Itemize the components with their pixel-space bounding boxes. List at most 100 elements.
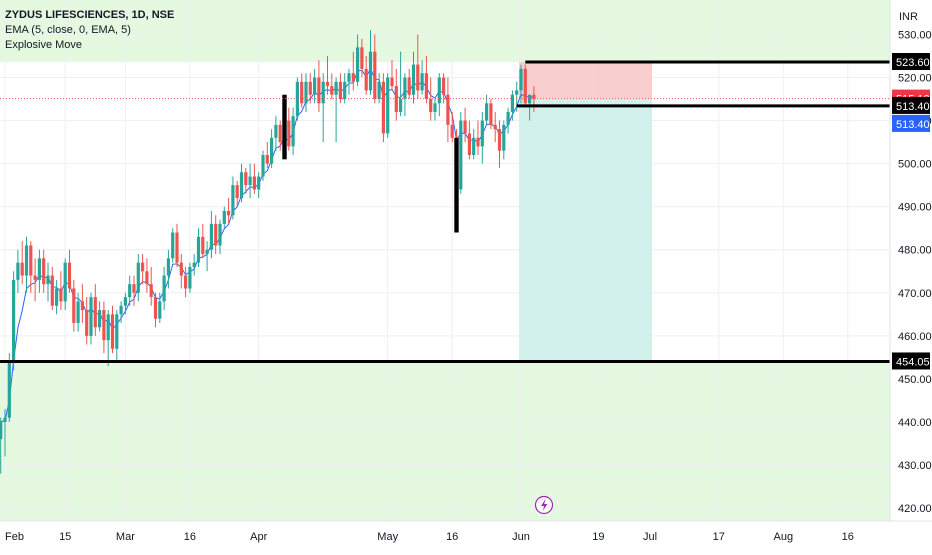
- candle[interactable]: [265, 142, 269, 168]
- candle[interactable]: [89, 292, 93, 345]
- candle[interactable]: [360, 38, 364, 78]
- candle[interactable]: [46, 262, 50, 302]
- candle[interactable]: [128, 275, 132, 306]
- candle[interactable]: [24, 236, 29, 293]
- candle[interactable]: [347, 68, 351, 95]
- candle[interactable]: [368, 30, 373, 95]
- candle[interactable]: [115, 310, 119, 362]
- candle[interactable]: [76, 292, 80, 332]
- candle[interactable]: [450, 111, 454, 143]
- candle[interactable]: [433, 99, 437, 121]
- candle[interactable]: [50, 266, 54, 311]
- candle[interactable]: [145, 258, 149, 293]
- candle[interactable]: [248, 163, 252, 199]
- candle[interactable]: [166, 249, 170, 289]
- candle[interactable]: [330, 73, 334, 100]
- candle[interactable]: [37, 249, 41, 293]
- candle[interactable]: [162, 266, 166, 311]
- candle[interactable]: [317, 60, 321, 112]
- candle[interactable]: [364, 55, 368, 95]
- candle[interactable]: [308, 73, 312, 104]
- candle[interactable]: [442, 73, 446, 104]
- candle[interactable]: [287, 107, 291, 151]
- candle[interactable]: [399, 51, 403, 117]
- candle[interactable]: [321, 73, 325, 143]
- candle[interactable]: [93, 284, 97, 336]
- candle[interactable]: [239, 163, 244, 203]
- candle[interactable]: [497, 120, 502, 168]
- candle[interactable]: [192, 254, 196, 276]
- candle[interactable]: [231, 176, 235, 220]
- candle[interactable]: [171, 228, 175, 263]
- explosive-move-bar[interactable]: [454, 137, 459, 233]
- candle[interactable]: [472, 129, 476, 160]
- candle[interactable]: [218, 219, 222, 255]
- candle[interactable]: [304, 73, 308, 112]
- candle[interactable]: [291, 107, 295, 156]
- candle[interactable]: [485, 94, 489, 125]
- candle[interactable]: [523, 64, 527, 108]
- candle[interactable]: [244, 167, 248, 194]
- candle[interactable]: [141, 254, 145, 285]
- candle[interactable]: [403, 73, 407, 117]
- candle[interactable]: [235, 180, 239, 207]
- candle[interactable]: [209, 210, 213, 259]
- candle[interactable]: [149, 266, 153, 306]
- candle[interactable]: [98, 301, 102, 332]
- candle[interactable]: [502, 120, 506, 160]
- candle[interactable]: [42, 249, 46, 293]
- explosive-move-label[interactable]: Explosive Move: [5, 39, 83, 51]
- candle[interactable]: [411, 51, 416, 104]
- candle[interactable]: [29, 241, 33, 293]
- candle[interactable]: [214, 215, 218, 255]
- candle[interactable]: [506, 107, 510, 134]
- candle[interactable]: [132, 275, 136, 306]
- candle[interactable]: [136, 254, 140, 302]
- candle[interactable]: [175, 223, 179, 267]
- candle[interactable]: [85, 297, 89, 345]
- candle[interactable]: [179, 254, 183, 289]
- candle[interactable]: [416, 34, 420, 100]
- candle[interactable]: [532, 86, 536, 112]
- candle[interactable]: [463, 107, 467, 143]
- candle[interactable]: [519, 64, 523, 104]
- candle[interactable]: [467, 120, 471, 160]
- candle[interactable]: [196, 228, 201, 267]
- candle[interactable]: [270, 129, 274, 168]
- candle[interactable]: [386, 73, 390, 138]
- candle[interactable]: [338, 73, 342, 104]
- candle[interactable]: [153, 292, 158, 328]
- candle[interactable]: [459, 111, 463, 194]
- candle[interactable]: [261, 150, 265, 181]
- candle[interactable]: [510, 90, 514, 121]
- candle[interactable]: [201, 223, 205, 259]
- candle[interactable]: [16, 249, 20, 293]
- candle[interactable]: [72, 279, 76, 332]
- candle[interactable]: [390, 60, 394, 91]
- lightning-icon[interactable]: [534, 495, 554, 515]
- candle[interactable]: [424, 55, 428, 104]
- candle[interactable]: [334, 77, 338, 143]
- candle[interactable]: [274, 116, 278, 151]
- candle[interactable]: [252, 163, 256, 194]
- explosive-move-bar[interactable]: [282, 94, 287, 160]
- candle[interactable]: [407, 68, 411, 100]
- candle[interactable]: [3, 409, 7, 457]
- candle[interactable]: [106, 310, 110, 366]
- candle[interactable]: [188, 262, 192, 293]
- candle[interactable]: [313, 68, 317, 104]
- candle[interactable]: [158, 292, 162, 323]
- candle[interactable]: [377, 73, 381, 104]
- target-box[interactable]: [519, 98, 652, 362]
- candle[interactable]: [429, 77, 433, 121]
- candle[interactable]: [356, 34, 360, 87]
- candle[interactable]: [300, 73, 304, 108]
- candle[interactable]: [12, 271, 16, 371]
- candle[interactable]: [446, 77, 450, 143]
- time-axis[interactable]: Feb 15 Mar 16 Apr May 16 Jun 19 Jul 17 Aug 16: [0, 520, 932, 550]
- candle[interactable]: [493, 111, 497, 143]
- candle[interactable]: [257, 172, 261, 199]
- candle[interactable]: [351, 51, 355, 91]
- candle[interactable]: [33, 258, 37, 302]
